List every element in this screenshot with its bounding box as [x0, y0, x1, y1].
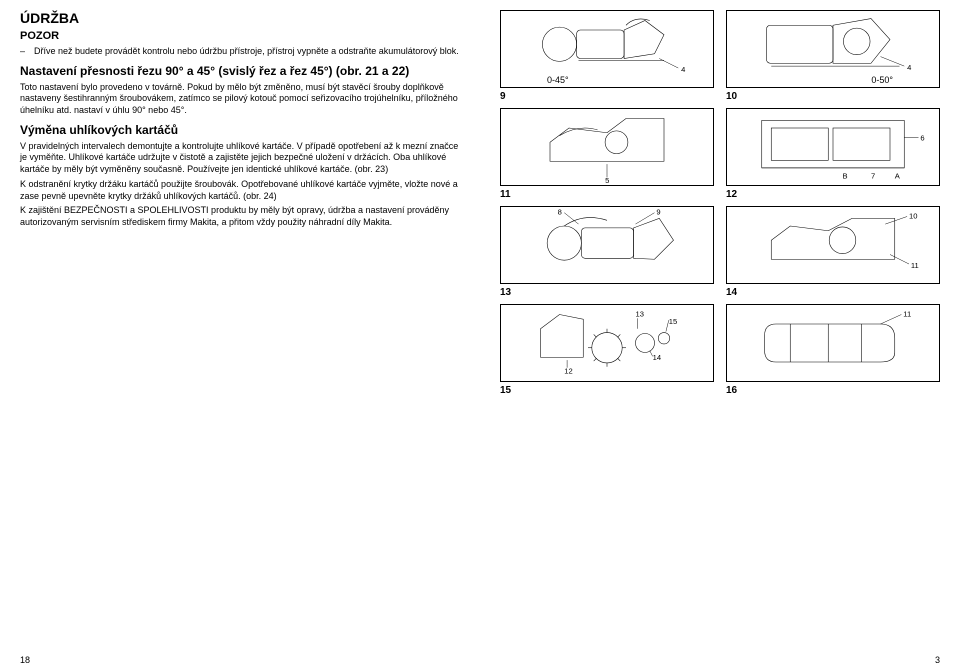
marker-label: 9	[656, 208, 660, 217]
figure-box: 6 7 A B	[726, 108, 940, 186]
figure-number: 14	[726, 287, 940, 298]
marker-label: 12	[564, 366, 572, 375]
page-title: ÚDRŽBA	[20, 10, 460, 26]
figure-cell-12: 6 7 A B 12	[726, 108, 940, 200]
marker-label: 6	[920, 133, 924, 142]
figure-box: 12 13 14 15	[500, 304, 714, 382]
figure-number: 13	[500, 287, 714, 298]
diagram-illustration: 5	[501, 109, 713, 185]
section2-heading: Výměna uhlíkových kartáčů	[20, 123, 460, 137]
section2-p3: K zajištění BEZPEČNOSTI a SPOLEHLIVOSTI …	[20, 205, 460, 228]
figure-cell-10: 4 0-50° 10	[726, 10, 940, 102]
marker-label: 5	[605, 176, 609, 185]
diagram-illustration: 10 11	[727, 207, 939, 283]
figure-box: 4 0-50°	[726, 10, 940, 88]
marker-label: B	[843, 171, 848, 180]
marker-label: 13	[636, 309, 644, 318]
figure-grid: 4 0-45° 0-50° 9 4	[500, 10, 940, 396]
marker-label: 4	[681, 65, 685, 74]
figure-box: 4 0-45° 0-50°	[500, 10, 714, 88]
page-number-right: 3	[935, 655, 940, 665]
marker-label: A	[895, 171, 901, 180]
marker-label: 11	[903, 309, 911, 318]
figure-cell-13: 8 9 13	[500, 206, 714, 298]
diagram-illustration: 8 9	[501, 207, 713, 283]
warning-heading: POZOR	[20, 30, 460, 42]
section2-p1: V pravidelných intervalech demontujte a …	[20, 141, 460, 176]
diagram-illustration: 6 7 A B	[727, 109, 939, 185]
figure-cell-9: 4 0-45° 0-50° 9	[500, 10, 714, 102]
marker-label: 14	[653, 353, 661, 362]
figure-cell-15: 12 13 14 15 15	[500, 304, 714, 396]
marker-label: 11	[911, 261, 919, 270]
figure-cell-14: 10 11 14	[726, 206, 940, 298]
right-page: 4 0-45° 0-50° 9 4	[480, 0, 960, 671]
warning-text: Dříve než budete provádět kontrolu nebo …	[34, 46, 459, 58]
marker-label: 4	[907, 63, 911, 72]
figure-number: 10	[726, 91, 940, 102]
marker-label: 8	[558, 208, 562, 217]
figure-number: 12	[726, 189, 940, 200]
left-page: ÚDRŽBA POZOR – Dříve než budete provádět…	[0, 0, 480, 671]
angle-label: 0-50°	[871, 75, 893, 85]
warning-bullet-row: – Dříve než budete provádět kontrolu neb…	[20, 46, 460, 58]
figure-cell-11: 5 11	[500, 108, 714, 200]
figure-cell-16: 11 16	[726, 304, 940, 396]
angle-label: 0-45°	[547, 75, 569, 85]
page-number-left: 18	[20, 655, 30, 665]
figure-number: 16	[726, 385, 940, 396]
diagram-illustration: 12 13 14 15	[501, 305, 713, 381]
marker-label: 7	[871, 171, 875, 180]
section1-p1: Toto nastavení bylo provedeno v továrně.…	[20, 82, 460, 117]
figure-number: 9	[500, 91, 714, 102]
bullet-dash: –	[20, 46, 34, 58]
marker-label: 15	[669, 317, 677, 326]
figure-number: 11	[500, 189, 714, 200]
diagram-illustration: 4	[501, 11, 713, 87]
figure-number: 15	[500, 385, 714, 396]
figure-box: 5	[500, 108, 714, 186]
section1-heading: Nastavení přesnosti řezu 90° a 45° (svis…	[20, 64, 460, 78]
figure-box: 10 11	[726, 206, 940, 284]
section2-p2: K odstranění krytky držáku kartáčů použi…	[20, 179, 460, 202]
diagram-illustration: 4	[727, 11, 939, 87]
figure-box: 11	[726, 304, 940, 382]
marker-label: 10	[909, 211, 917, 220]
diagram-illustration: 11	[727, 305, 939, 381]
figure-box: 8 9	[500, 206, 714, 284]
